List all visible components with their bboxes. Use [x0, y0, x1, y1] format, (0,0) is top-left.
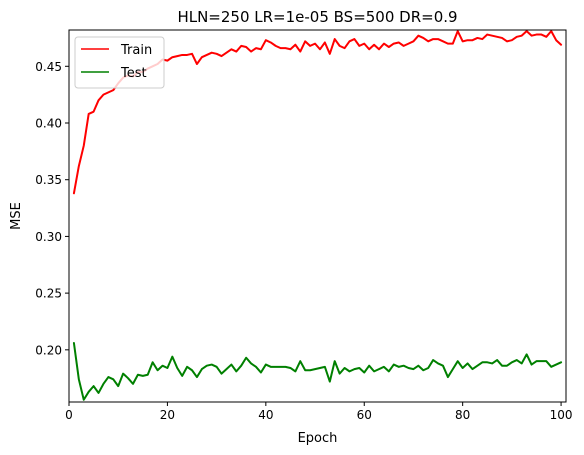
x-tick-label: 100	[550, 408, 573, 422]
plot-frame	[68, 29, 567, 403]
series-line-test	[72, 342, 563, 401]
x-tick-label: 80	[455, 408, 470, 422]
y-tick-label: 0.30	[35, 230, 62, 244]
x-axis-ticks: 0 20 40 60 80 100	[65, 402, 573, 422]
chart-title: HLN=250 LR=1e-05 BS=500 DR=0.9	[177, 8, 457, 26]
y-tick-label: 0.40	[35, 117, 62, 131]
x-tick-label: 40	[258, 408, 273, 422]
x-tick-label: 60	[357, 408, 372, 422]
legend-label-train: Train	[120, 43, 152, 58]
x-tick-label: 20	[160, 408, 175, 422]
y-tick-label: 0.25	[35, 287, 62, 301]
y-axis-ticks: 0.20 0.25 0.30 0.35 0.40 0.45	[35, 60, 69, 357]
y-tick-label: 0.20	[35, 343, 62, 357]
legend: Train Test	[74, 36, 165, 89]
x-axis-label: Epoch	[298, 431, 338, 446]
y-axis-label: MSE	[9, 202, 24, 230]
plot-background	[69, 30, 566, 402]
x-tick-label: 0	[65, 408, 73, 422]
y-tick-label: 0.45	[35, 60, 62, 74]
legend-label-test: Test	[120, 66, 147, 81]
plot-area	[68, 29, 567, 403]
y-tick-label: 0.35	[35, 173, 62, 187]
